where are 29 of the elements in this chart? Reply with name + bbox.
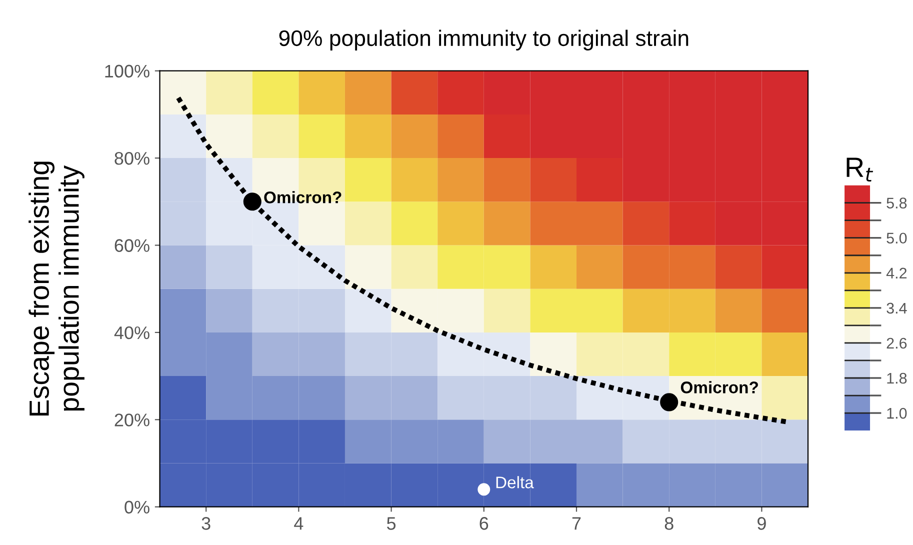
y-tick-label: 100% — [105, 64, 150, 78]
color-bar-label: 1.0 — [887, 408, 907, 419]
color-bar-label: 4.2 — [886, 268, 907, 278]
annotation: Omicron? — [264, 191, 342, 204]
y-tick-label: 80% — [114, 152, 150, 165]
x-tick-label: 6 — [480, 517, 488, 530]
x-tick-label: 5 — [386, 517, 396, 530]
x-tick-label: 9 — [758, 517, 766, 530]
x-tick-label: 3 — [202, 517, 210, 530]
point — [243, 192, 262, 211]
annotation: Delta — [496, 476, 534, 488]
color-bar-label: 1.8 — [887, 372, 907, 384]
chart-title: 90% population immunity to original strain — [279, 30, 688, 50]
x-tick-label: 8 — [664, 517, 674, 530]
y-tick-label: 60% — [114, 239, 150, 252]
y-tick-label: 20% — [114, 414, 150, 426]
color-bar-title: R$_{t}$ — [846, 158, 874, 182]
point — [660, 393, 678, 412]
y-axis-title: Escape from existing population immunity — [28, 162, 84, 416]
point — [478, 483, 490, 496]
annotation: Omicron? — [680, 381, 758, 394]
color-bar-label: 2.6 — [886, 338, 907, 349]
y-tick-label: 0% — [124, 500, 150, 514]
x-tick-label: 7 — [572, 517, 581, 530]
color-bar-label: 3.4 — [886, 302, 907, 314]
color-bar-label: 5.8 — [886, 198, 907, 209]
color-bar-label: 5.0 — [886, 232, 907, 244]
y-tick-label: 40% — [114, 326, 150, 340]
x-tick-label: 4 — [294, 517, 304, 530]
